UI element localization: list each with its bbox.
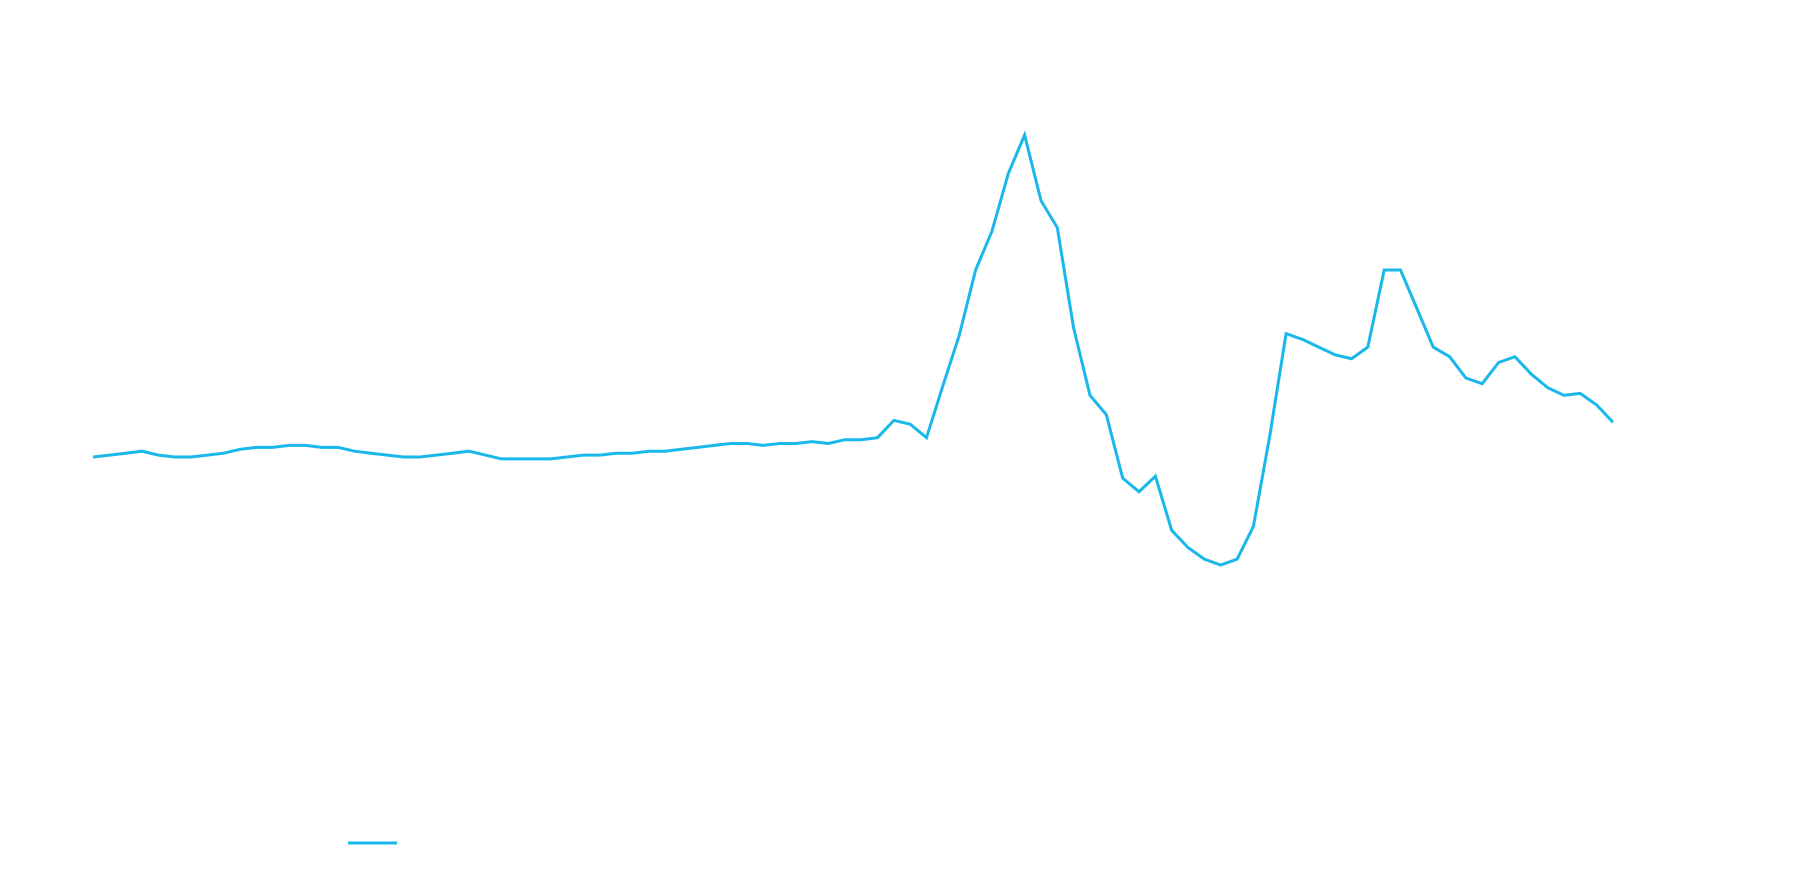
- plot-area: [92, 130, 1615, 567]
- series-line-0: [92, 130, 1615, 567]
